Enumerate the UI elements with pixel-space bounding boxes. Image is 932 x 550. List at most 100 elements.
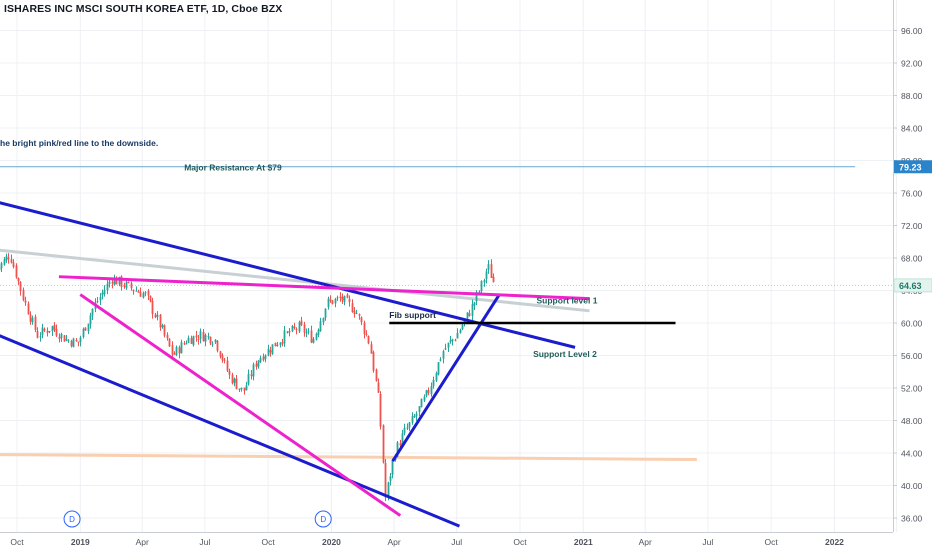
candle-body (5, 256, 8, 261)
candle-body (0, 263, 3, 269)
candle-body (31, 317, 34, 323)
candle-body (444, 348, 447, 350)
candle-body (475, 291, 478, 302)
candle-body (339, 296, 342, 299)
candle-body (473, 302, 476, 306)
candle-body (327, 298, 330, 308)
y-tick-label: 48.00 (901, 416, 923, 426)
candle-body (106, 283, 109, 291)
last-price-tag: 64.63 (899, 281, 922, 291)
drawn-lines-back (0, 166, 893, 461)
candle-body (283, 330, 286, 344)
candle-body (185, 343, 188, 345)
candle-body (84, 327, 87, 331)
x-tick-label: 2022 (825, 537, 844, 547)
candle-body (22, 289, 25, 301)
candle-body (195, 335, 198, 338)
annotation-label: Major Resistance At $79 (184, 162, 282, 172)
candle-body (41, 327, 44, 336)
candle-body (480, 280, 483, 292)
candle-body (178, 347, 181, 354)
candle-body (101, 292, 104, 296)
x-tick-label: 2019 (71, 537, 90, 547)
candle-body (271, 344, 274, 354)
candle-body (63, 335, 66, 342)
y-tick-label: 68.00 (901, 254, 923, 264)
candle-body (159, 314, 162, 328)
candle-body (449, 340, 452, 343)
candle-body (235, 378, 238, 390)
candle-body (307, 331, 310, 333)
candle-body (459, 329, 462, 333)
resistance-price-tag: 79.23 (899, 162, 922, 172)
candle-body (233, 378, 236, 383)
candle-body (132, 289, 135, 292)
candle-body (245, 385, 248, 391)
candle-body (75, 339, 78, 342)
candle-body (262, 356, 265, 361)
candle-body (471, 304, 474, 317)
candle-body (295, 328, 298, 330)
candle-body (391, 459, 394, 475)
candle-body (291, 325, 294, 332)
candle-body (478, 291, 481, 293)
annotation-label: Support level 1 (537, 296, 598, 306)
candle-body (435, 373, 438, 381)
candle-body (492, 276, 495, 283)
y-tick-label: 92.00 (901, 59, 923, 69)
candle-body (17, 278, 20, 282)
candle-body (269, 350, 272, 353)
candle-body (240, 387, 243, 390)
candle-body (55, 328, 58, 336)
candle-body (149, 295, 152, 302)
candle-body (346, 294, 349, 298)
candle-body (423, 396, 426, 401)
y-tick-label: 84.00 (901, 124, 923, 134)
candle-body (343, 295, 346, 303)
candle-body (243, 387, 246, 391)
candle-body (135, 290, 138, 292)
candle-body (387, 482, 390, 497)
candle-body (111, 282, 114, 284)
drawn-lines-front[interactable] (0, 201, 676, 528)
candle-body (276, 344, 279, 347)
candle-body (34, 316, 37, 331)
descending-channel-upper (0, 201, 576, 349)
candle-body (370, 344, 373, 354)
x-tick-label: Jul (702, 537, 713, 547)
candle-body (82, 328, 85, 337)
dividend-marker-label: D (69, 515, 75, 524)
candle-body (151, 300, 154, 314)
candle-body (60, 333, 63, 338)
candle-body (108, 281, 111, 284)
candle-body (372, 352, 375, 371)
x-tick-label: Oct (262, 537, 276, 547)
candle-body (451, 339, 454, 342)
grey-trendline (0, 248, 590, 313)
candle-body (154, 314, 157, 318)
candle-body (375, 369, 378, 382)
candle-body (439, 359, 442, 361)
x-tick-label: Oct (10, 537, 24, 547)
candle-body (288, 330, 291, 333)
y-tick-label: 36.00 (901, 514, 923, 524)
candle-body (447, 342, 450, 348)
candle-body (58, 336, 61, 339)
x-tick-label: Apr (639, 537, 652, 547)
candle-body (399, 443, 402, 446)
pink-upper-trendline (58, 275, 590, 301)
candle-body (113, 277, 116, 285)
candle-body (79, 337, 82, 342)
candle-body (413, 416, 416, 418)
candle-body (29, 314, 32, 322)
candle-body (303, 324, 306, 333)
candle-body (406, 427, 409, 429)
candle-body (468, 313, 471, 317)
candle-body (202, 331, 205, 342)
candle-body (168, 338, 171, 347)
annotation-label: Support Level 2 (533, 349, 597, 359)
candle-body (46, 330, 49, 333)
candle-body (425, 390, 428, 396)
candle-body (363, 322, 366, 335)
